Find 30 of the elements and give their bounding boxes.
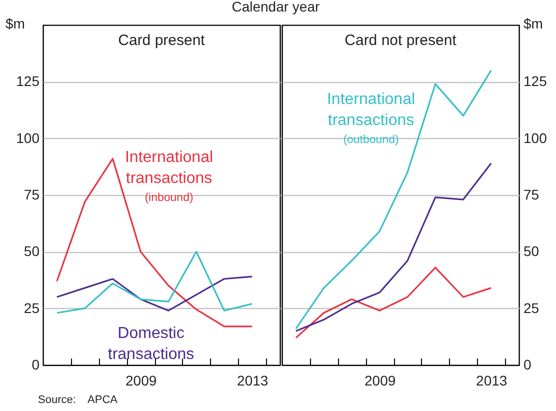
y-tick-label: 75 <box>24 186 40 202</box>
y-tick-label: 100 <box>16 130 40 146</box>
y-tick-label: 25 <box>24 300 40 316</box>
line-series <box>295 70 492 330</box>
chart-title: Card not present <box>344 32 458 49</box>
x-tick-label: 2009 <box>126 372 157 388</box>
chart-title: Card present <box>118 32 206 49</box>
line-series <box>295 266 492 339</box>
y-tick-label: 25 <box>524 300 540 316</box>
line-series <box>56 276 253 312</box>
y-tick-label: 125 <box>524 73 548 90</box>
series-label: Domestic transactions <box>108 325 194 363</box>
y-tick-label: 125 <box>16 73 40 90</box>
line-series <box>295 162 492 332</box>
x-tick-label: 2013 <box>237 372 268 388</box>
y-axis-title: $m <box>6 16 25 32</box>
series-label: International transactions (outbound) <box>326 91 416 146</box>
source-note: Source: APCA <box>38 394 118 406</box>
y-tick-label: 100 <box>524 130 548 146</box>
y-axis-title: $m <box>524 16 543 32</box>
text: Calendar year <box>232 0 320 14</box>
y-tick-label: 0 <box>32 356 40 372</box>
y-tick-label: 50 <box>524 243 540 260</box>
x-tick-label: 2009 <box>364 372 396 388</box>
x-tick-label: 2013 <box>476 372 508 388</box>
y-tick-label: 50 <box>24 243 40 260</box>
series-label: International transactions (inbound) <box>124 149 214 204</box>
y-tick-label: 0 <box>524 356 532 372</box>
line-series <box>56 250 253 314</box>
y-tick-label: 75 <box>524 186 540 202</box>
